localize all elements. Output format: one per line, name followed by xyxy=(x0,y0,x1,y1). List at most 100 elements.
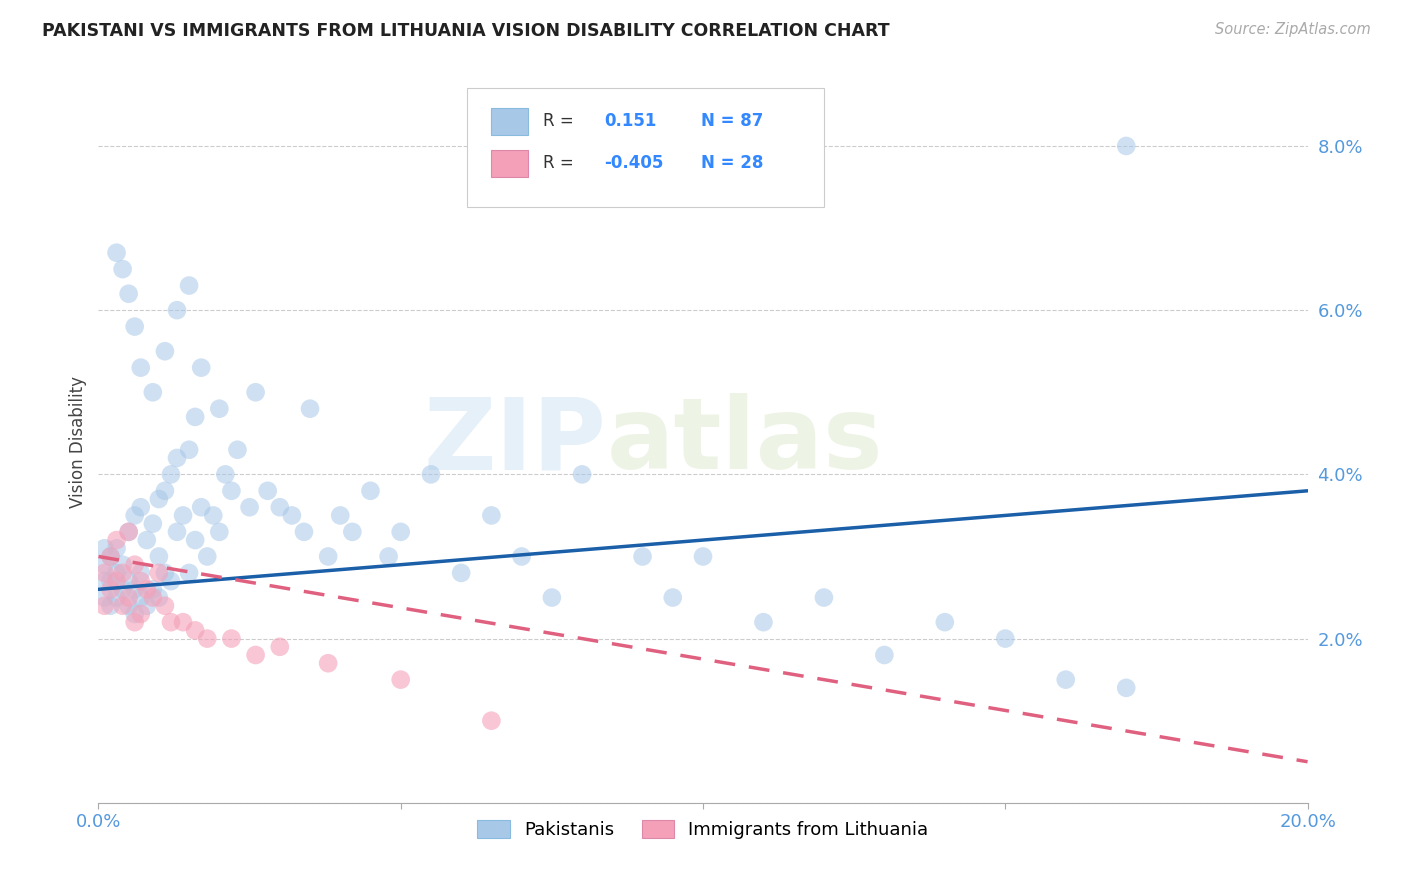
Text: N = 28: N = 28 xyxy=(700,154,763,172)
Point xyxy=(105,245,128,260)
Point xyxy=(316,657,339,671)
Text: Source: ZipAtlas.com: Source: ZipAtlas.com xyxy=(1215,22,1371,37)
Point xyxy=(239,500,262,515)
Point xyxy=(172,508,194,523)
Point xyxy=(160,574,183,588)
Point xyxy=(160,467,183,482)
Point xyxy=(221,483,243,498)
Point xyxy=(160,615,183,630)
Point xyxy=(93,591,115,605)
Point xyxy=(481,508,503,523)
Point xyxy=(245,385,267,400)
Point xyxy=(1115,681,1137,695)
Point xyxy=(100,599,122,613)
FancyBboxPatch shape xyxy=(467,87,824,207)
Point xyxy=(316,549,339,564)
Point xyxy=(195,632,218,646)
Text: R =: R = xyxy=(543,154,574,172)
Point xyxy=(292,524,315,539)
Point xyxy=(118,286,141,301)
Point xyxy=(166,524,188,539)
Point xyxy=(124,508,146,523)
Point xyxy=(269,500,291,515)
Point xyxy=(481,714,503,728)
Point xyxy=(124,582,146,597)
Text: 0.151: 0.151 xyxy=(603,112,657,130)
Point xyxy=(195,549,218,564)
Point xyxy=(752,615,775,630)
Point xyxy=(124,615,146,630)
Point xyxy=(184,533,207,547)
Point xyxy=(129,607,152,621)
Point xyxy=(129,566,152,580)
Point xyxy=(111,582,134,597)
Point xyxy=(329,508,352,523)
Point xyxy=(100,549,122,564)
Point xyxy=(100,574,122,588)
Point xyxy=(873,648,896,662)
Point xyxy=(245,648,267,662)
FancyBboxPatch shape xyxy=(492,108,527,136)
Point xyxy=(100,582,122,597)
Point xyxy=(111,262,134,277)
Point xyxy=(208,524,231,539)
Point xyxy=(111,566,134,580)
Point xyxy=(148,591,170,605)
Point xyxy=(540,591,562,605)
Point xyxy=(221,632,243,646)
Point xyxy=(153,566,176,580)
Text: PAKISTANI VS IMMIGRANTS FROM LITHUANIA VISION DISABILITY CORRELATION CHART: PAKISTANI VS IMMIGRANTS FROM LITHUANIA V… xyxy=(42,22,890,40)
Point xyxy=(299,401,322,416)
Point xyxy=(124,558,146,572)
Point xyxy=(360,483,382,498)
Point xyxy=(93,574,115,588)
Point xyxy=(214,467,236,482)
Point xyxy=(377,549,399,564)
Point xyxy=(166,303,188,318)
Legend: Pakistanis, Immigrants from Lithuania: Pakistanis, Immigrants from Lithuania xyxy=(468,811,938,848)
Text: ZIP: ZIP xyxy=(423,393,606,490)
Point xyxy=(111,558,134,572)
Point xyxy=(118,524,141,539)
Point xyxy=(389,673,412,687)
Point xyxy=(450,566,472,580)
Point xyxy=(111,599,134,613)
Point xyxy=(813,591,835,605)
Text: -0.405: -0.405 xyxy=(603,154,664,172)
Point xyxy=(208,401,231,416)
Point xyxy=(105,574,128,588)
Point xyxy=(148,491,170,506)
Point xyxy=(93,558,115,572)
Point xyxy=(129,591,152,605)
Point xyxy=(148,549,170,564)
Text: R =: R = xyxy=(543,112,574,130)
Point xyxy=(269,640,291,654)
Point xyxy=(105,533,128,547)
Point xyxy=(342,524,364,539)
Point xyxy=(631,549,654,564)
Point xyxy=(256,483,278,498)
Point xyxy=(510,549,533,564)
Point xyxy=(281,508,304,523)
Point xyxy=(135,582,157,597)
Text: atlas: atlas xyxy=(606,393,883,490)
Point xyxy=(420,467,443,482)
FancyBboxPatch shape xyxy=(492,150,527,178)
Y-axis label: Vision Disability: Vision Disability xyxy=(69,376,87,508)
Point xyxy=(142,516,165,531)
Point xyxy=(202,508,225,523)
Point xyxy=(100,549,122,564)
Point xyxy=(142,385,165,400)
Point xyxy=(129,500,152,515)
Point xyxy=(692,549,714,564)
Point xyxy=(179,278,201,293)
Point xyxy=(105,566,128,580)
Point xyxy=(190,360,212,375)
Point xyxy=(118,591,141,605)
Point xyxy=(124,607,146,621)
Point xyxy=(184,624,207,638)
Point xyxy=(184,409,207,424)
Point xyxy=(93,541,115,556)
Point xyxy=(389,524,412,539)
Point xyxy=(179,442,201,457)
